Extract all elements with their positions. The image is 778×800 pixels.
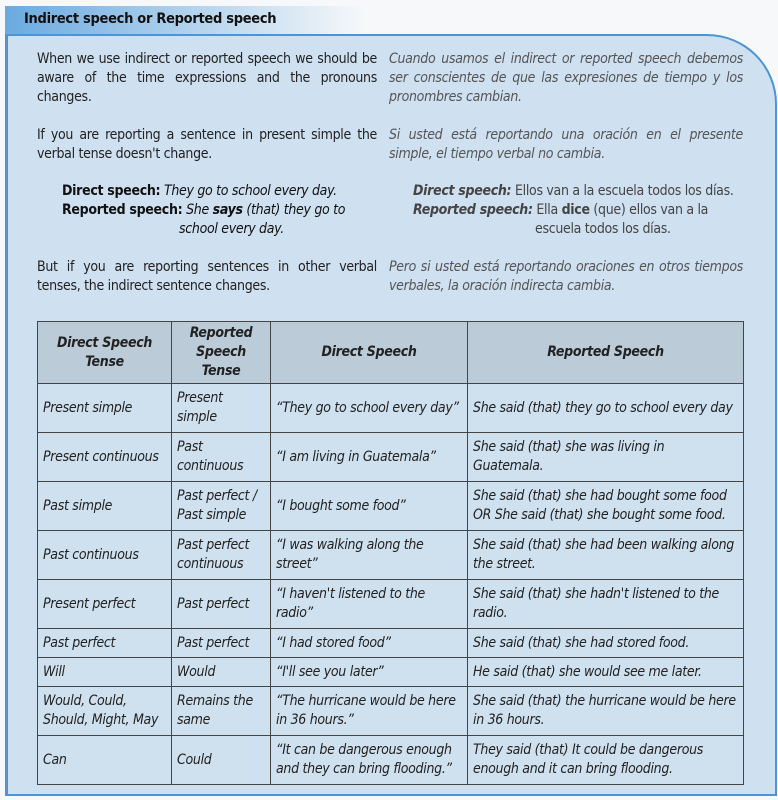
- column-header: Direct Speech Tense: [37, 321, 172, 384]
- table-cell: “I was walking along the street”: [270, 530, 468, 580]
- text: Ella: [536, 202, 562, 218]
- table-row: Will Would “I'll see you later” He said (th…: [37, 657, 744, 687]
- column-header: Reported Speech Tense: [171, 321, 271, 384]
- column-header: Reported Speech: [467, 321, 744, 384]
- table-cell: Would: [171, 657, 271, 687]
- table-header: Direct Speech Tense Reported Speech Tense…: [37, 321, 744, 384]
- paragraph-en-2: If you are reporting a sentence in prese…: [37, 127, 377, 162]
- table-row: Present simple Present simple “They go to …: [37, 383, 744, 433]
- text: (that) they go to school every day.: [179, 202, 346, 237]
- table-cell: “It can be dangerous enough and they can…: [270, 735, 468, 785]
- label: Direct speech:: [413, 183, 512, 199]
- text: They go to school every day.: [163, 183, 337, 199]
- table-cell: “The hurricane would be here in 36 hours…: [270, 686, 468, 736]
- table-cell: “I had stored food”: [270, 628, 468, 658]
- table-cell: “I bought some food”: [270, 481, 468, 531]
- table-cell: They said (that) It could be dangerous e…: [467, 735, 744, 785]
- table-row: Would, Could, Should, Might, May Remains …: [37, 686, 744, 736]
- paragraph-es-1: Cuando usamos el indirect or reported sp…: [389, 51, 743, 105]
- table-cell: She said (that) she hadn't listened to t…: [467, 579, 744, 629]
- table-cell: He said (that) she would see me later.: [467, 657, 744, 687]
- table-cell: She said (that) she had stored food.: [467, 628, 744, 658]
- table-cell: She said (that) she had been walking alo…: [467, 530, 744, 580]
- paragraph-es-3: Pero si usted está reportando oraciones …: [389, 259, 743, 294]
- table-row: Present continuous Past continuous “I am l…: [37, 432, 744, 482]
- table-row: Present perfect Past perfect “I haven't li…: [37, 579, 744, 629]
- table-cell: Past continuous: [171, 432, 271, 482]
- table-cell: Past perfect: [171, 628, 271, 658]
- table-cell: Present simple: [37, 383, 172, 433]
- example-es: Direct speech: Ellos van a la escuela to…: [413, 182, 753, 239]
- verb: dice: [561, 202, 590, 218]
- table-cell: Will: [37, 657, 172, 687]
- table-row: Can Could “It can be dangerous enough and …: [37, 735, 744, 785]
- paragraph-en-1: When we use indirect or reported speech …: [37, 51, 377, 105]
- text: (que) ellos van a la escuela todos los d…: [535, 202, 709, 237]
- table-row: Past continuous Past perfect continuous “I…: [37, 530, 744, 580]
- text: Ellos van a la escuela todos los días.: [514, 183, 734, 199]
- label: Reported speech:: [62, 202, 183, 218]
- table-cell: “I'll see you later”: [270, 657, 468, 687]
- table-cell: “I am living in Guatemala”: [270, 432, 468, 482]
- paragraph-es-2: Si usted está reportando una oración en …: [389, 127, 743, 162]
- table-cell: She said (that) they go to school every …: [467, 383, 744, 433]
- table-cell: Past perfect continuous: [171, 530, 271, 580]
- table-cell: She said (that) the hurricane would be h…: [467, 686, 744, 736]
- column-header: Direct Speech: [270, 321, 468, 384]
- table-row: Past perfect Past perfect “I had stored fo…: [37, 628, 744, 658]
- section-title: Indirect speech or Reported speech: [24, 11, 277, 27]
- paragraph-en-3: But if you are reporting sentences in ot…: [37, 259, 377, 294]
- table-cell: Past perfect: [171, 579, 271, 629]
- example-en: Direct speech: They go to school every d…: [62, 182, 382, 239]
- table-cell: Present simple: [171, 383, 271, 433]
- table-cell: Past perfect / Past simple: [171, 481, 271, 531]
- table-cell: Remains the same: [171, 686, 271, 736]
- label: Direct speech:: [62, 183, 161, 199]
- table-cell: Past perfect: [37, 628, 172, 658]
- section-title-tab: Indirect speech or Reported speech: [5, 6, 365, 35]
- table-cell: Present perfect: [37, 579, 172, 629]
- table-cell: Could: [171, 735, 271, 785]
- table-cell: Past continuous: [37, 530, 172, 580]
- text: She: [186, 202, 213, 218]
- table-cell: “I haven't listened to the radio”: [270, 579, 468, 629]
- tense-table: Direct Speech Tense Reported Speech Tense…: [37, 321, 744, 785]
- table-cell: She said (that) she had bought some food…: [467, 481, 744, 531]
- label: Reported speech:: [413, 202, 533, 218]
- verb: says: [212, 202, 243, 218]
- table-cell: Would, Could, Should, Might, May: [37, 686, 172, 736]
- table-cell: Can: [37, 735, 172, 785]
- table-row: Past simple Past perfect / Past simple “I …: [37, 481, 744, 531]
- table-cell: “They go to school every day”: [270, 383, 468, 433]
- table-cell: She said (that) she was living in Guatem…: [467, 432, 744, 482]
- table-cell: Past simple: [37, 481, 172, 531]
- table-cell: Present continuous: [37, 432, 172, 482]
